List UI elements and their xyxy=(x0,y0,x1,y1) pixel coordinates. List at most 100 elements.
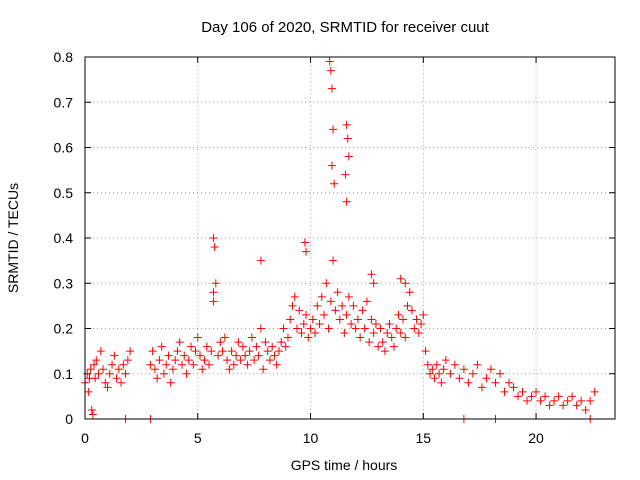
data-point xyxy=(177,360,186,369)
data-point xyxy=(482,374,491,383)
data-point xyxy=(281,342,290,351)
data-point xyxy=(362,297,371,306)
data-point xyxy=(459,365,468,374)
data-point xyxy=(241,351,250,360)
data-point xyxy=(450,360,459,369)
x-axis-title: GPS time / hours xyxy=(291,457,398,473)
data-point xyxy=(218,347,227,356)
data-point xyxy=(198,365,207,374)
data-point xyxy=(243,360,252,369)
data-point xyxy=(378,338,387,347)
data-point xyxy=(126,347,135,356)
data-point xyxy=(250,356,259,365)
data-point xyxy=(101,378,110,387)
data-point xyxy=(500,387,509,396)
data-point xyxy=(288,301,297,310)
data-point xyxy=(297,329,306,338)
data-point xyxy=(358,306,367,315)
data-point xyxy=(532,387,541,396)
data-point xyxy=(90,360,99,369)
data-point xyxy=(209,288,218,297)
data-point xyxy=(518,387,527,396)
y-tick-label: 0.6 xyxy=(54,140,74,156)
data-point xyxy=(191,347,200,356)
data-point xyxy=(259,365,268,374)
data-point xyxy=(293,324,301,333)
data-point xyxy=(437,378,446,387)
data-point xyxy=(412,315,421,324)
data-point xyxy=(272,360,281,369)
data-point xyxy=(365,338,374,347)
data-point xyxy=(112,374,121,383)
data-point xyxy=(313,301,322,310)
data-point xyxy=(550,396,559,405)
data-point xyxy=(117,378,126,387)
data-point xyxy=(263,347,272,356)
data-point xyxy=(225,365,234,374)
data-point xyxy=(577,396,586,405)
data-point xyxy=(491,378,500,387)
data-point xyxy=(96,347,105,356)
data-point xyxy=(325,57,334,66)
data-point xyxy=(247,333,256,342)
data-point xyxy=(360,324,369,333)
data-point xyxy=(295,306,304,315)
data-point xyxy=(421,347,430,356)
data-point xyxy=(103,383,112,392)
data-point xyxy=(86,365,95,374)
data-point xyxy=(229,360,238,369)
data-point xyxy=(290,292,299,301)
data-point xyxy=(180,351,189,360)
data-point xyxy=(184,356,193,365)
data-point xyxy=(148,347,157,356)
data-point xyxy=(91,374,100,383)
data-point xyxy=(351,324,360,333)
data-point xyxy=(114,365,123,374)
data-point xyxy=(347,319,356,328)
data-point xyxy=(171,356,180,365)
data-point xyxy=(495,369,504,378)
data-point xyxy=(342,120,351,129)
data-point xyxy=(401,279,410,288)
data-point xyxy=(315,319,324,328)
data-point xyxy=(419,310,428,319)
data-point xyxy=(327,161,336,170)
data-point xyxy=(403,301,412,310)
data-point xyxy=(155,356,164,365)
data-point xyxy=(509,383,518,392)
data-point xyxy=(99,365,108,374)
data-point xyxy=(261,338,270,347)
data-point xyxy=(473,360,482,369)
data-point xyxy=(324,324,333,333)
data-point xyxy=(408,306,417,315)
data-point xyxy=(344,152,353,161)
data-point xyxy=(302,310,311,319)
data-point xyxy=(308,315,317,324)
data-point xyxy=(399,315,407,324)
data-point xyxy=(394,310,403,319)
data-point xyxy=(299,319,308,328)
data-point xyxy=(523,396,532,405)
data-point xyxy=(238,342,247,351)
data-point xyxy=(356,333,365,342)
data-point xyxy=(162,360,171,369)
data-point xyxy=(380,347,389,356)
data-point xyxy=(256,256,265,265)
data-point xyxy=(189,360,198,369)
y-axis-title: SRMTID / TECUs xyxy=(5,183,21,293)
data-point xyxy=(187,342,195,351)
x-tick-label: 10 xyxy=(303,430,319,446)
data-point xyxy=(159,369,168,378)
x-tick-label: 20 xyxy=(528,430,544,446)
data-point xyxy=(369,279,378,288)
data-point xyxy=(92,356,101,365)
data-point xyxy=(369,329,378,338)
data-point xyxy=(220,333,229,342)
data-point xyxy=(119,360,128,369)
data-point xyxy=(153,374,162,383)
y-tick-label: 0.7 xyxy=(54,94,74,110)
data-point xyxy=(342,197,351,206)
data-point xyxy=(223,356,232,365)
data-point xyxy=(279,324,288,333)
data-point xyxy=(405,288,414,297)
